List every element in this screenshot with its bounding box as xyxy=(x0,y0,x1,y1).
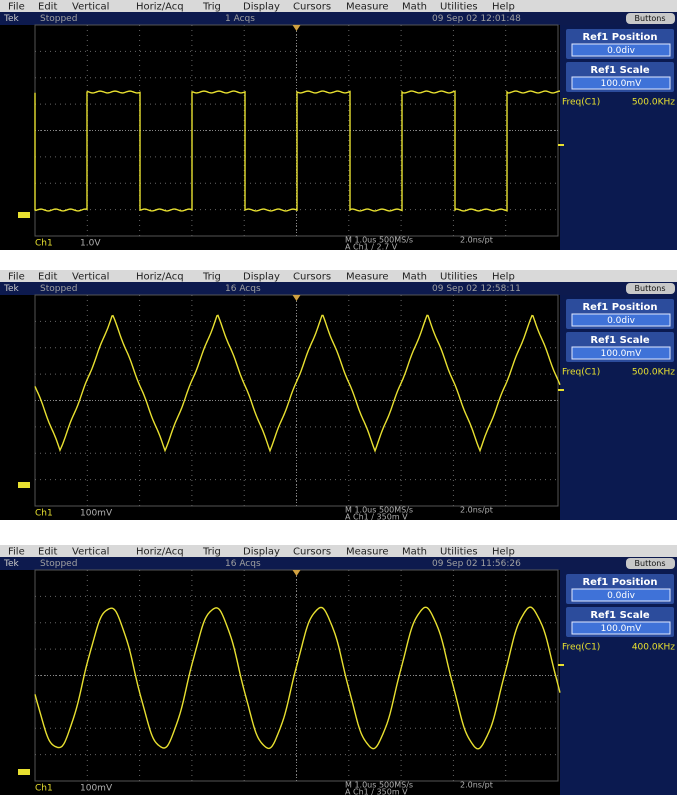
screen-area xyxy=(0,25,560,250)
acq-state: Stopped xyxy=(40,284,77,294)
menu-item[interactable]: Vertical xyxy=(72,547,109,558)
menu-item[interactable]: Help xyxy=(492,272,515,283)
acq-count: 16 Acqs xyxy=(225,284,261,294)
menu-item[interactable]: Measure xyxy=(346,547,389,558)
resolution: 2.0ns/pt xyxy=(460,781,493,790)
menu-item[interactable]: Math xyxy=(402,547,427,558)
menu-item[interactable]: Trig xyxy=(202,547,221,558)
trigger: A Ch1 / 350m V xyxy=(345,788,408,796)
menu-item[interactable]: Math xyxy=(402,272,427,283)
menu-item[interactable]: Display xyxy=(243,547,280,558)
resolution: 2.0ns/pt xyxy=(460,506,493,515)
panel-value[interactable]: 0.0div xyxy=(607,591,636,601)
acq-state: Stopped xyxy=(40,14,77,24)
channel: Ch1 xyxy=(35,784,53,794)
menu-item[interactable]: Cursors xyxy=(293,547,331,558)
freq-label: Freq(C1) xyxy=(562,643,600,653)
acq-state: Stopped xyxy=(40,559,77,569)
status-bar xyxy=(0,282,677,295)
panel-label[interactable]: Ref1 Position xyxy=(582,32,657,43)
menu-item[interactable]: Trig xyxy=(202,2,221,13)
menu-item[interactable]: File xyxy=(8,272,25,283)
menu-item[interactable]: Help xyxy=(492,547,515,558)
brand: Tek xyxy=(3,559,20,569)
menu-item[interactable]: Help xyxy=(492,2,515,13)
scope-screen: File Edit Vertical Horiz/Acq Trig Display Curs… xyxy=(0,545,677,795)
panel-label[interactable]: Ref1 Scale xyxy=(590,65,650,76)
brand: Tek xyxy=(3,284,20,294)
screen-area xyxy=(0,295,560,520)
volts-div: 100mV xyxy=(80,509,113,519)
volts-div: 100mV xyxy=(80,784,113,794)
menu-item[interactable]: Horiz/Acq xyxy=(136,547,184,558)
scope-display: File Edit Vertical Horiz/Acq Trig Display Curs… xyxy=(0,0,677,250)
menu-item[interactable]: File xyxy=(8,2,25,13)
ground-marker xyxy=(18,482,30,488)
menu-item[interactable]: Measure xyxy=(346,2,389,13)
menu-item[interactable]: Cursors xyxy=(293,2,331,13)
menu-item[interactable]: Horiz/Acq xyxy=(136,272,184,283)
trigger: A Ch1 / 350m V xyxy=(345,513,408,521)
panel-label[interactable]: Ref1 Scale xyxy=(590,610,650,621)
panel-value[interactable]: 100.0mV xyxy=(601,349,643,359)
panel-label[interactable]: Ref1 Position xyxy=(582,577,657,588)
scope-screen: File Edit Vertical Horiz/Acq Trig Display Curs… xyxy=(0,270,677,520)
menu-item[interactable]: Vertical xyxy=(72,2,109,13)
menu-item[interactable]: Edit xyxy=(38,272,57,283)
freq-value: 400.0KHz xyxy=(632,643,675,653)
menu-item[interactable]: Edit xyxy=(38,2,57,13)
scope-display: File Edit Vertical Horiz/Acq Trig Display Curs… xyxy=(0,545,677,795)
channel: Ch1 xyxy=(35,239,53,249)
menu-item[interactable]: File xyxy=(8,547,25,558)
freq-label: Freq(C1) xyxy=(562,368,600,378)
menu-item[interactable]: Utilities xyxy=(440,2,478,13)
volts-div: 1.0V xyxy=(80,239,101,249)
freq-value: 500.0KHz xyxy=(632,98,675,108)
menu-item[interactable]: Cursors xyxy=(293,272,331,283)
resolution: 2.0ns/pt xyxy=(460,236,493,245)
status-bar xyxy=(0,12,677,25)
timestamp: 09 Sep 02 12:58:11 xyxy=(432,284,521,294)
menu-item[interactable]: Math xyxy=(402,2,427,13)
buttons-label[interactable]: Buttons xyxy=(635,14,666,23)
panel-value[interactable]: 100.0mV xyxy=(601,624,643,634)
menu-item[interactable]: Display xyxy=(243,2,280,13)
menu-item[interactable]: Utilities xyxy=(440,272,478,283)
timestamp: 09 Sep 02 11:56:26 xyxy=(432,559,521,569)
panel-label[interactable]: Ref1 Scale xyxy=(590,335,650,346)
menu-item[interactable]: Edit xyxy=(38,547,57,558)
status-bar xyxy=(0,557,677,570)
menu-item[interactable]: Horiz/Acq xyxy=(136,2,184,13)
panel-value[interactable]: 0.0div xyxy=(607,46,636,56)
ground-marker xyxy=(18,769,30,775)
panel-value[interactable]: 100.0mV xyxy=(601,79,643,89)
scope-screen: File Edit Vertical Horiz/Acq Trig Display Curs… xyxy=(0,0,677,250)
trigger: A Ch1 / 2.7 V xyxy=(345,243,398,251)
menu-item[interactable]: Trig xyxy=(202,272,221,283)
channel: Ch1 xyxy=(35,509,53,519)
screen-area xyxy=(0,570,560,795)
menu-item[interactable]: Vertical xyxy=(72,272,109,283)
buttons-label[interactable]: Buttons xyxy=(635,284,666,293)
panel-label[interactable]: Ref1 Position xyxy=(582,302,657,313)
timestamp: 09 Sep 02 12:01:48 xyxy=(432,14,521,24)
scope-display: File Edit Vertical Horiz/Acq Trig Display Curs… xyxy=(0,270,677,520)
freq-label: Freq(C1) xyxy=(562,98,600,108)
acq-count: 1 Acqs xyxy=(225,14,255,24)
page: {"screens": [ {"menu": ["File","Edit","V… xyxy=(0,0,677,797)
brand: Tek xyxy=(3,14,20,24)
buttons-label[interactable]: Buttons xyxy=(635,559,666,568)
ground-marker xyxy=(18,212,30,218)
freq-value: 500.0KHz xyxy=(632,368,675,378)
menu-item[interactable]: Utilities xyxy=(440,547,478,558)
panel-value[interactable]: 0.0div xyxy=(607,316,636,326)
acq-count: 16 Acqs xyxy=(225,559,261,569)
menu-item[interactable]: Measure xyxy=(346,272,389,283)
menu-item[interactable]: Display xyxy=(243,272,280,283)
